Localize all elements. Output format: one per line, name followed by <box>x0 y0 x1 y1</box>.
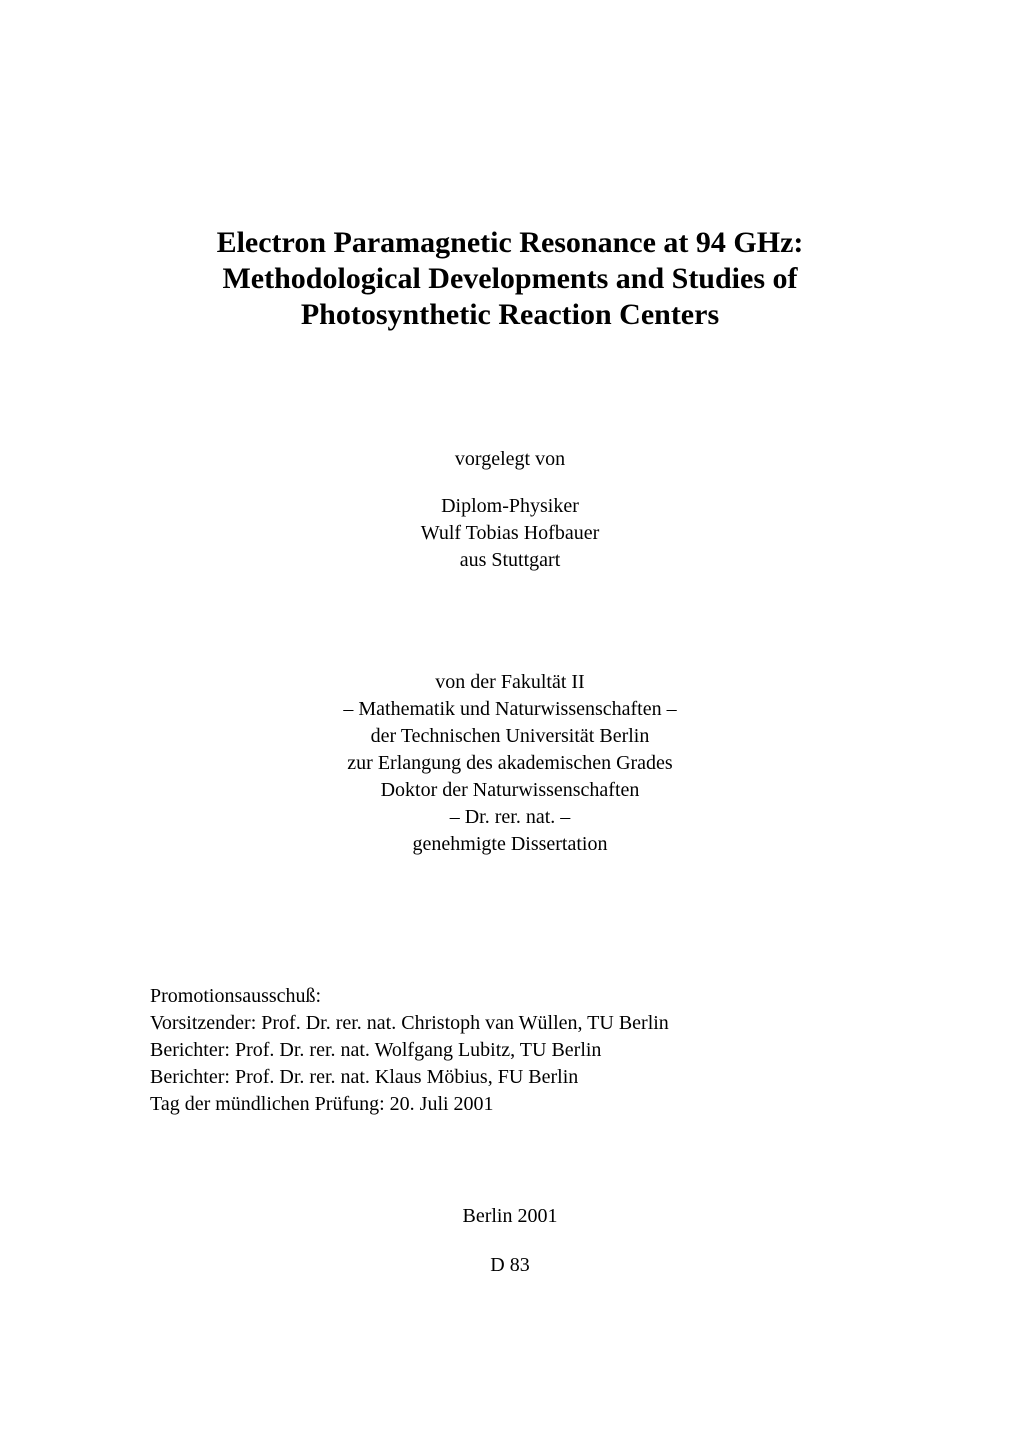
title-line-1: Electron Paramagnetic Resonance at 94 GH… <box>150 225 870 261</box>
faculty-line-3: der Technischen Universität Berlin <box>150 723 870 750</box>
committee-chair: Vorsitzender: Prof. Dr. rer. nat. Christ… <box>150 1010 870 1037</box>
dissertation-title-block: Electron Paramagnetic Resonance at 94 GH… <box>150 225 870 333</box>
title-page: Electron Paramagnetic Resonance at 94 GH… <box>0 0 1020 1441</box>
faculty-block: von der Fakultät II – Mathematik und Nat… <box>150 669 870 858</box>
title-line-3: Photosynthetic Reaction Centers <box>150 297 870 333</box>
author-qualification: Diplom-Physiker <box>150 493 870 520</box>
faculty-line-1: von der Fakultät II <box>150 669 870 696</box>
committee-heading: Promotionsausschuß: <box>150 983 870 1010</box>
presented-by-label: vorgelegt von <box>150 448 870 471</box>
faculty-line-7: genehmigte Dissertation <box>150 831 870 858</box>
faculty-line-5: Doktor der Naturwissenschaften <box>150 777 870 804</box>
committee-reviewer-2: Berichter: Prof. Dr. rer. nat. Klaus Möb… <box>150 1064 870 1091</box>
faculty-line-4: zur Erlangung des akademischen Grades <box>150 750 870 777</box>
author-origin: aus Stuttgart <box>150 547 870 574</box>
faculty-line-2: – Mathematik und Naturwissenschaften – <box>150 696 870 723</box>
committee-reviewer-1: Berichter: Prof. Dr. rer. nat. Wolfgang … <box>150 1037 870 1064</box>
faculty-line-6: – Dr. rer. nat. – <box>150 804 870 831</box>
committee-block: Promotionsausschuß: Vorsitzender: Prof. … <box>150 983 870 1118</box>
footer-gap <box>150 1230 870 1252</box>
presented-by-block: vorgelegt von Diplom-Physiker Wulf Tobia… <box>150 448 870 574</box>
place-year: Berlin 2001 <box>150 1203 870 1230</box>
committee-exam-date: Tag der mündlichen Prüfung: 20. Juli 200… <box>150 1091 870 1118</box>
doc-number: D 83 <box>150 1252 870 1279</box>
title-line-2: Methodological Developments and Studies … <box>150 261 870 297</box>
author-name: Wulf Tobias Hofbauer <box>150 520 870 547</box>
footer-block: Berlin 2001 D 83 <box>150 1203 870 1279</box>
